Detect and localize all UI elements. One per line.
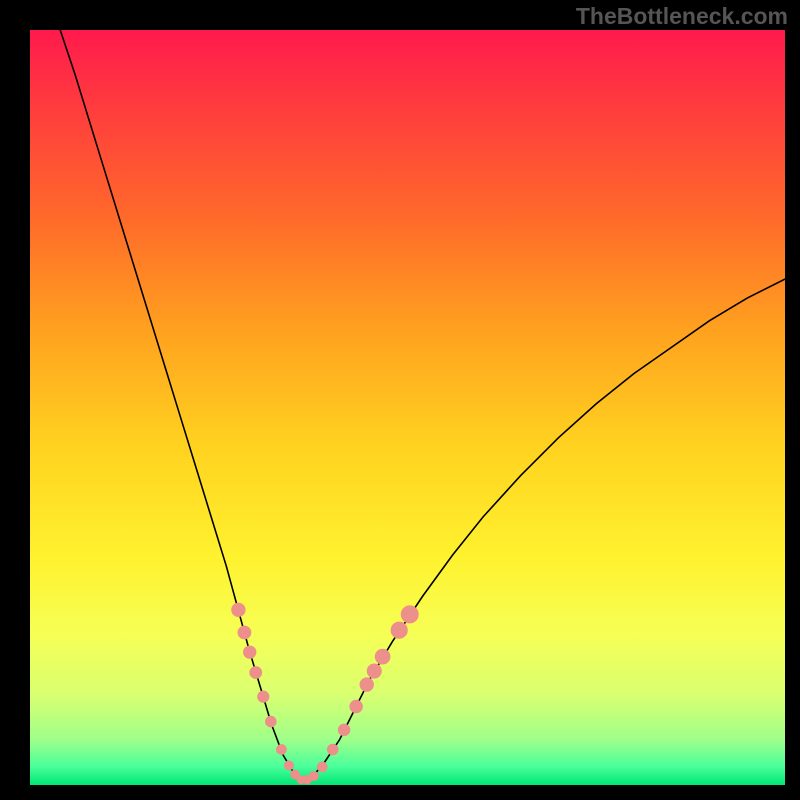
marker-dot: [391, 622, 407, 638]
marker-dot: [250, 667, 262, 679]
marker-dot: [238, 626, 251, 639]
marker-dot: [360, 678, 373, 691]
marker-dot: [277, 745, 287, 755]
marker-dot: [375, 649, 390, 664]
plot-area: [30, 30, 785, 785]
right-curve-path: [302, 279, 785, 781]
marker-dot: [327, 744, 338, 755]
marker-dot: [258, 691, 269, 702]
marker-dot: [401, 606, 418, 623]
marker-dot: [338, 724, 350, 736]
marker-dot: [266, 716, 277, 727]
left-curve-path: [60, 30, 302, 781]
marker-dot: [367, 664, 381, 678]
watermark-text: TheBottleneck.com: [576, 3, 788, 30]
marker-dot: [244, 646, 256, 658]
marker-dot: [232, 603, 245, 616]
marker-dot: [284, 761, 293, 770]
marker-dot: [350, 700, 363, 713]
bottleneck-curve: [30, 30, 785, 785]
marker-dot: [309, 771, 318, 780]
marker-dot: [317, 762, 327, 772]
chart-canvas: TheBottleneck.com: [0, 0, 800, 800]
marker-group: [232, 603, 419, 784]
